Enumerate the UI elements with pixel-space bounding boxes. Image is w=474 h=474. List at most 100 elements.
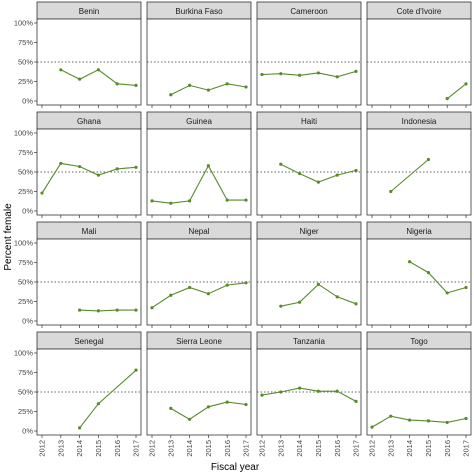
x-tick-label: 2012 bbox=[38, 440, 47, 457]
data-point bbox=[188, 83, 192, 87]
data-point bbox=[188, 285, 192, 290]
panel-title: Benin bbox=[79, 7, 99, 16]
data-point bbox=[445, 291, 449, 295]
data-point bbox=[445, 420, 449, 425]
data-point bbox=[96, 402, 100, 406]
y-tick-label: 75% bbox=[18, 148, 33, 157]
data-point bbox=[279, 390, 283, 394]
panel-cote-d-ivoire: Cote d'Ivoire bbox=[366, 1, 472, 108]
y-tick-label: 100% bbox=[14, 19, 34, 28]
y-tick-label: 50% bbox=[18, 58, 33, 67]
data-point bbox=[40, 191, 44, 195]
data-point bbox=[244, 402, 248, 407]
series-line bbox=[371, 415, 467, 428]
y-axis-title: Percent female bbox=[3, 203, 14, 271]
x-tick-label: 2015 bbox=[424, 440, 433, 457]
data-point bbox=[260, 72, 264, 77]
panel-nigeria: Nigeria bbox=[366, 221, 472, 328]
data-point bbox=[206, 164, 210, 168]
panel-senegal: Senegal 0% 25% 50% 75% 100% 2012 2013 2014 2015 20… bbox=[14, 331, 142, 457]
data-point bbox=[244, 281, 248, 285]
y-tick-label: 75% bbox=[18, 258, 33, 267]
data-point bbox=[188, 199, 192, 203]
series-line bbox=[390, 159, 429, 192]
data-point bbox=[225, 400, 229, 404]
data-point bbox=[115, 82, 119, 86]
data-point bbox=[279, 162, 283, 166]
data-point bbox=[335, 173, 339, 177]
data-point bbox=[244, 198, 248, 202]
data-point bbox=[279, 72, 283, 76]
data-point bbox=[169, 201, 173, 205]
series-line bbox=[446, 83, 467, 100]
panel-nepal: Nepal bbox=[146, 221, 252, 328]
x-tick-label: 2014 bbox=[295, 440, 304, 457]
data-point bbox=[316, 71, 320, 75]
panel-frame bbox=[366, 238, 472, 326]
data-point bbox=[169, 93, 173, 97]
series-line bbox=[261, 387, 357, 402]
panel-indonesia: Indonesia bbox=[366, 111, 472, 218]
x-tick-label: 2017 bbox=[242, 440, 251, 457]
x-tick-label: 2014 bbox=[405, 440, 414, 457]
panel-haiti: Haiti bbox=[256, 111, 362, 218]
y-tick-label: 100% bbox=[14, 239, 34, 248]
data-point bbox=[225, 198, 229, 202]
panel-burkina-faso: Burkina Faso bbox=[146, 1, 252, 108]
data-point bbox=[134, 83, 138, 87]
series-line bbox=[409, 261, 467, 294]
data-point bbox=[389, 189, 393, 194]
panel-title: Togo bbox=[410, 337, 428, 346]
data-point bbox=[389, 414, 393, 418]
x-tick-label: 2017 bbox=[352, 440, 361, 457]
panel-title: Nigeria bbox=[406, 227, 432, 236]
x-tick-label: 2015 bbox=[94, 440, 103, 457]
x-tick-label: 2013 bbox=[166, 440, 175, 457]
panel-frame bbox=[146, 238, 252, 326]
data-point bbox=[134, 308, 138, 312]
data-point bbox=[78, 426, 82, 430]
x-tick-label: 2016 bbox=[333, 440, 342, 457]
data-point bbox=[78, 164, 82, 169]
x-tick-label: 2016 bbox=[443, 440, 452, 457]
x-tick-label: 2016 bbox=[113, 440, 122, 457]
x-tick-label: 2015 bbox=[204, 440, 213, 457]
panel-frame bbox=[256, 128, 362, 216]
panel-cameroon: Cameroon bbox=[256, 1, 362, 108]
panel-frame bbox=[366, 18, 472, 106]
panel-sierra-leone: Sierra Leone 2012 2013 2014 2015 2016 2017 bbox=[146, 331, 252, 457]
data-point bbox=[96, 309, 100, 313]
data-point bbox=[59, 161, 63, 166]
y-tick-label: 75% bbox=[18, 368, 33, 377]
panel-frame bbox=[146, 348, 252, 436]
data-point bbox=[206, 292, 210, 296]
data-point bbox=[354, 302, 358, 306]
x-tick-label: 2017 bbox=[132, 440, 141, 457]
panel-title: Nepal bbox=[189, 227, 210, 236]
data-point bbox=[464, 285, 468, 290]
panel-frame bbox=[256, 18, 362, 106]
panel-frame bbox=[36, 18, 142, 106]
data-point bbox=[298, 386, 302, 390]
y-tick-label: 75% bbox=[18, 38, 33, 47]
y-tick-label: 50% bbox=[18, 278, 33, 287]
y-tick-label: 0% bbox=[22, 207, 33, 216]
y-tick-label: 0% bbox=[22, 427, 33, 436]
data-point bbox=[169, 406, 173, 410]
panel-title: Indonesia bbox=[402, 117, 437, 126]
data-point bbox=[370, 425, 374, 429]
data-point bbox=[225, 283, 229, 287]
data-point bbox=[115, 167, 119, 171]
panel-title: Mali bbox=[82, 227, 97, 236]
data-point bbox=[298, 73, 302, 77]
data-point bbox=[59, 68, 63, 72]
data-point bbox=[316, 389, 320, 393]
data-point bbox=[335, 75, 339, 79]
panel-frame bbox=[146, 128, 252, 216]
panel-title: Guinea bbox=[186, 117, 212, 126]
data-point bbox=[335, 389, 339, 393]
data-point bbox=[354, 399, 358, 403]
y-tick-label: 25% bbox=[18, 77, 33, 86]
panel-frame bbox=[146, 18, 252, 106]
panel-title: Senegal bbox=[74, 337, 104, 346]
